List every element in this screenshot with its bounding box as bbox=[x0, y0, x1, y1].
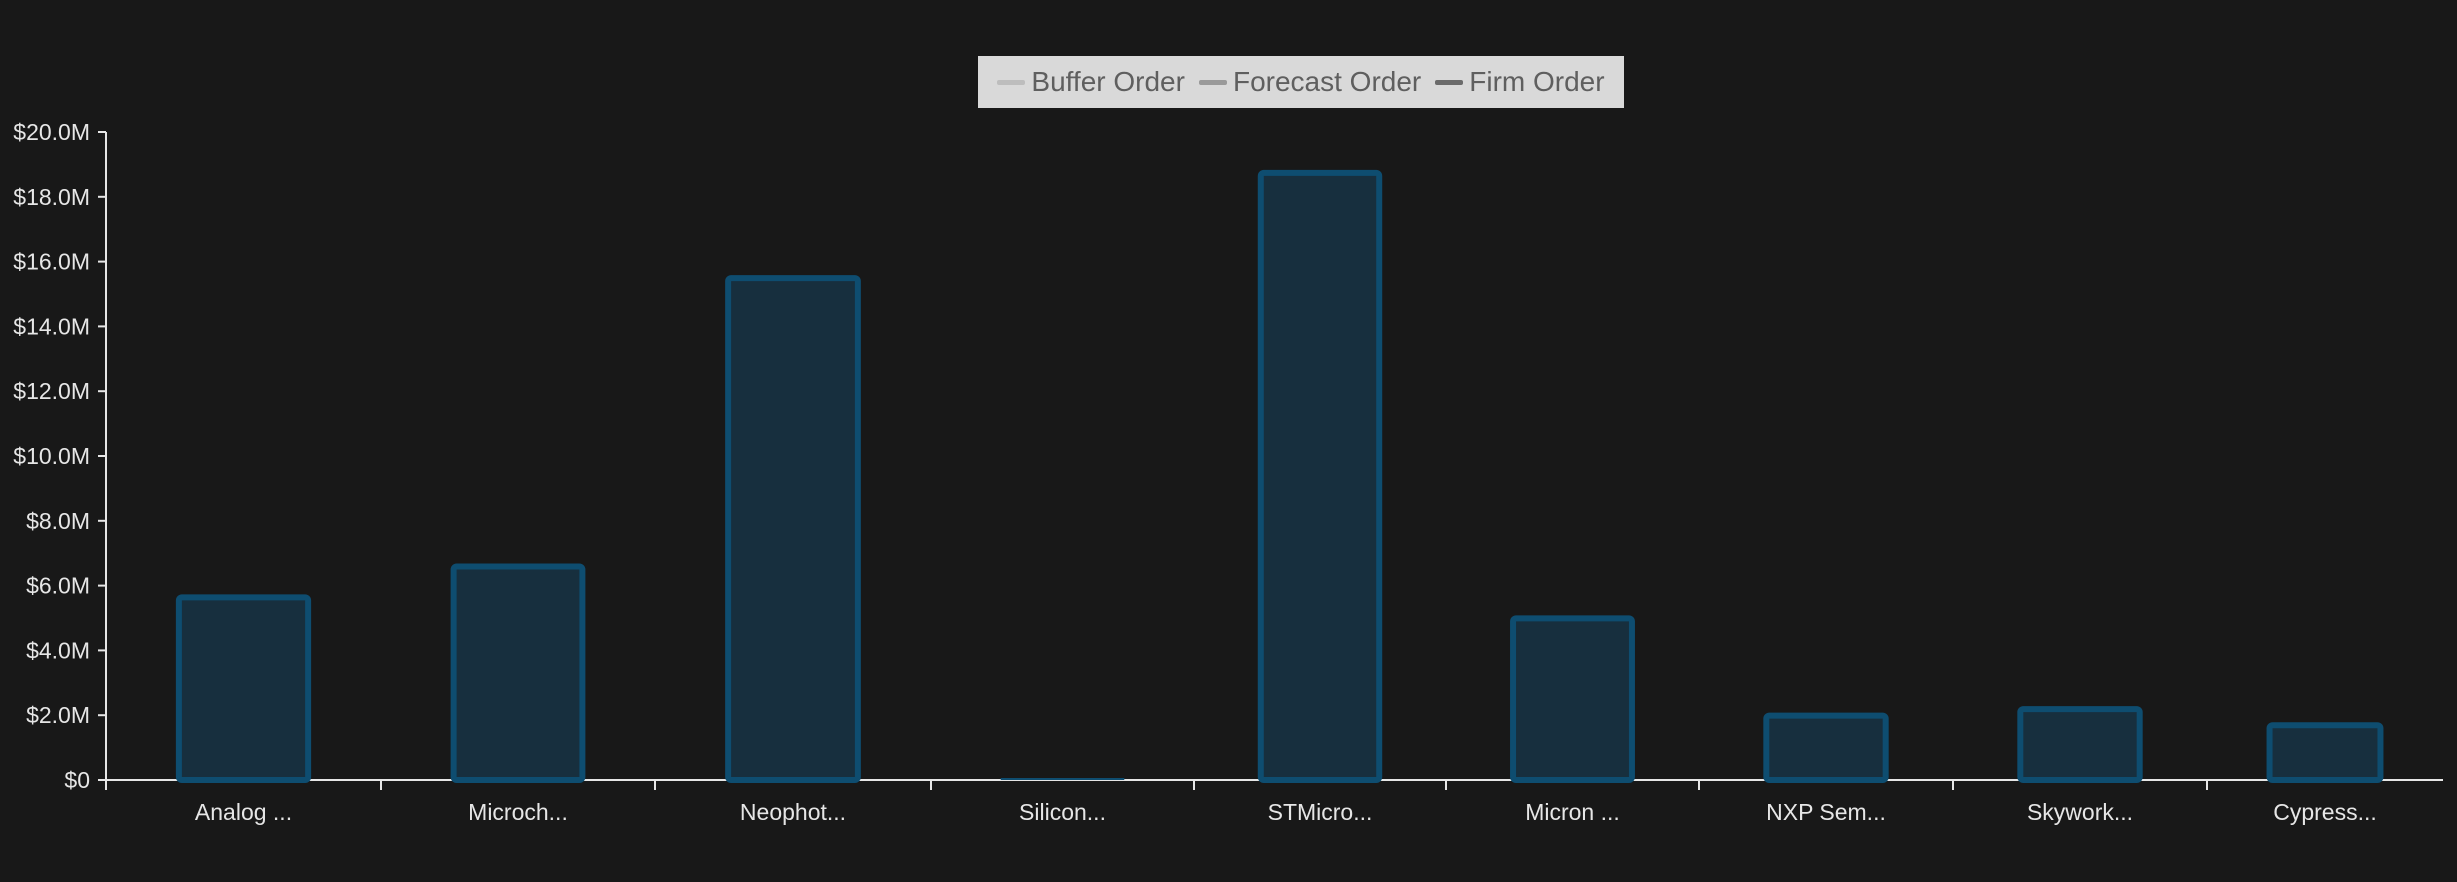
y-axis: $0 $2.0M $4.0M $6.0M $8.0M $10.0M $12.0M $14.0M… bbox=[13, 119, 107, 793]
bar-8 bbox=[2266, 722, 2384, 783]
y-tick-label: $10.0M bbox=[13, 443, 90, 469]
x-tick-label: STMicro... bbox=[1268, 799, 1373, 825]
legend-item-firm-order[interactable]: Firm Order bbox=[1435, 66, 1605, 98]
x-tick-label: Cypress... bbox=[2273, 799, 2377, 825]
bar-0 bbox=[175, 594, 312, 783]
y-tick-label: $12.0M bbox=[13, 378, 90, 404]
bar-2 bbox=[725, 275, 861, 783]
legend-label-buffer-order: Buffer Order bbox=[1031, 66, 1185, 97]
bar-6 bbox=[1763, 712, 1889, 784]
y-tick-label: $14.0M bbox=[13, 313, 90, 339]
x-axis: Analog ... Microch... Neophot... Silicon...… bbox=[105, 779, 2443, 825]
legend-item-buffer-order[interactable]: Buffer Order bbox=[997, 66, 1185, 98]
legend-swatch-firm-order bbox=[1435, 79, 1464, 85]
legend-label-forecast-order: Forecast Order bbox=[1232, 66, 1422, 97]
bar-1 bbox=[450, 563, 586, 783]
legend-swatch-buffer-order bbox=[997, 79, 1026, 85]
y-tick-label: $20.0M bbox=[13, 119, 90, 145]
x-tick-label: Analog ... bbox=[195, 799, 292, 825]
y-tick-label: $6.0M bbox=[26, 573, 90, 599]
legend-label-firm-order: Firm Order bbox=[1469, 66, 1605, 97]
x-tick-label: Microch... bbox=[468, 799, 568, 825]
bars-group bbox=[175, 169, 2384, 784]
y-tick-label: $18.0M bbox=[13, 184, 90, 210]
x-tick-label: Silicon... bbox=[1019, 799, 1106, 825]
chart-legend: Buffer Order Forecast Order Firm Order bbox=[978, 56, 1624, 108]
y-tick-label: $16.0M bbox=[13, 249, 90, 275]
x-tick-label: Micron ... bbox=[1525, 799, 1620, 825]
x-tick-label: Skywork... bbox=[2027, 799, 2133, 825]
y-tick-label: $8.0M bbox=[26, 508, 90, 534]
bar-7 bbox=[2017, 706, 2143, 783]
bar-5 bbox=[1510, 615, 1635, 783]
x-tick-label: Neophot... bbox=[740, 799, 846, 825]
x-tick-label: NXP Sem... bbox=[1766, 799, 1886, 825]
y-tick-label: $0 bbox=[64, 767, 90, 793]
legend-swatch-forecast-order bbox=[1198, 79, 1227, 85]
y-tick-label: $4.0M bbox=[26, 637, 90, 663]
bar-4 bbox=[1257, 169, 1383, 783]
legend-item-forecast-order[interactable]: Forecast Order bbox=[1198, 66, 1422, 98]
y-tick-label: $2.0M bbox=[26, 702, 90, 728]
